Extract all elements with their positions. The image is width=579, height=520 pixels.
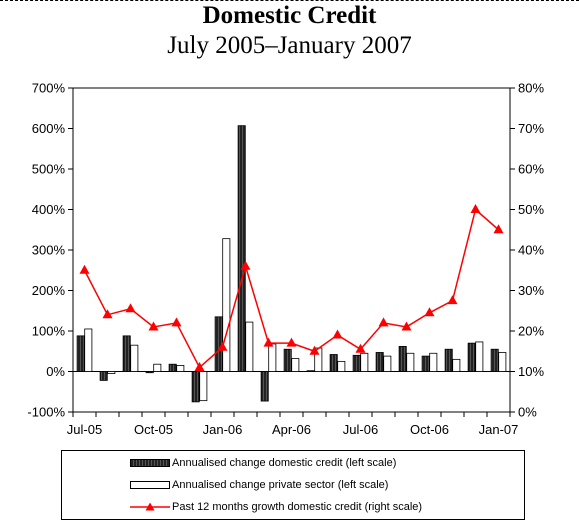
legend-item-growth-line: Past 12 months growth domestic credit (r… xyxy=(130,497,422,517)
bar-private-sector xyxy=(291,358,300,372)
bar-private-sector xyxy=(475,341,484,372)
bar-private-sector xyxy=(268,343,277,372)
bar-private-sector xyxy=(406,352,415,372)
left-axis-tick-label: 400% xyxy=(32,202,66,217)
right-axis-tick-label: 0% xyxy=(518,405,537,420)
bar-domestic-credit xyxy=(122,335,131,372)
line-marker-triangle xyxy=(401,321,412,331)
legend-swatch-red-line xyxy=(130,502,170,511)
bar-domestic-credit xyxy=(76,335,85,372)
top-border xyxy=(0,0,579,1)
line-marker-triangle xyxy=(378,317,389,327)
line-marker-triangle xyxy=(286,337,297,347)
bar-private-sector xyxy=(107,371,116,374)
line-marker-triangle xyxy=(217,341,228,351)
right-axis-tick-label: 40% xyxy=(518,243,544,258)
bar-domestic-credit xyxy=(99,371,108,381)
legend-label-growth-line: Past 12 months growth domestic credit (r… xyxy=(172,501,423,513)
line-marker-triangle xyxy=(355,343,366,353)
line-marker-triangle xyxy=(171,317,182,327)
bar-domestic-credit xyxy=(352,354,361,372)
legend-item-private-sector: Annualised change private sector (left s… xyxy=(130,475,388,495)
right-axis-tick-label: 80% xyxy=(518,81,544,96)
line-marker-triangle xyxy=(263,337,274,347)
legend-label-domestic-credit: Annualised change domestic credit (left … xyxy=(172,457,397,469)
bar-private-sector xyxy=(498,352,507,372)
line-marker-triangle xyxy=(424,307,435,317)
chart-plot: -100% 0% 100% 200% 300% 400% 500% 600% 700% 0% 10%… xyxy=(27,81,544,438)
x-axis-tick-label: Apr-06 xyxy=(272,422,311,437)
bar-private-sector xyxy=(245,321,254,372)
bar-domestic-credit xyxy=(283,348,292,372)
bar-domestic-credit xyxy=(329,354,338,372)
right-axis-tick-label: 30% xyxy=(518,283,544,298)
line-marker-triangle xyxy=(194,361,205,371)
bar-private-sector xyxy=(153,363,162,372)
right-axis-tick-label: 70% xyxy=(518,121,544,136)
bar-domestic-credit xyxy=(168,363,177,372)
bar-private-sector xyxy=(130,344,139,372)
x-axis-tick-label: Jul-05 xyxy=(67,422,102,437)
right-axis-tick-label: 50% xyxy=(518,202,544,217)
bar-private-sector xyxy=(383,355,392,372)
bar-domestic-credit xyxy=(375,352,384,372)
right-axis-tick-label: 10% xyxy=(518,364,544,379)
bar-private-sector xyxy=(84,328,93,372)
line-marker-triangle xyxy=(332,329,343,339)
bar-private-sector xyxy=(429,352,438,372)
legend-swatch-white-bar xyxy=(130,481,170,489)
left-axis-tick-label: 600% xyxy=(32,121,66,136)
x-axis-tick-label: Jan-06 xyxy=(203,422,243,437)
line-marker-triangle xyxy=(240,260,251,270)
bar-private-sector xyxy=(452,358,461,372)
left-axis-tick-label: 0% xyxy=(46,364,65,379)
bar-domestic-credit xyxy=(260,371,269,402)
bar-private-sector xyxy=(176,365,185,372)
x-axis-tick-label: Jan-07 xyxy=(479,422,519,437)
left-axis-tick-label: 200% xyxy=(32,283,66,298)
left-axis-tick-label: -100% xyxy=(27,405,65,420)
bar-domestic-credit xyxy=(467,342,476,372)
chart-subtitle: July 2005–January 2007 xyxy=(167,32,412,59)
right-axis-tick-label: 60% xyxy=(518,162,544,177)
bar-domestic-credit xyxy=(421,355,430,372)
bar-domestic-credit xyxy=(306,370,315,372)
line-marker-triangle xyxy=(79,264,90,274)
left-axis-tick-label: 300% xyxy=(32,243,66,258)
bar-private-sector xyxy=(360,352,369,372)
left-axis-tick-label: 500% xyxy=(32,162,66,177)
line-marker-triangle xyxy=(447,295,458,305)
right-axis-tick-label: 20% xyxy=(518,324,544,339)
chart-title: Domestic Credit xyxy=(202,2,377,29)
bar-private-sector xyxy=(199,371,208,402)
bar-domestic-credit xyxy=(145,371,154,374)
bar-private-sector xyxy=(222,238,231,372)
x-axis-tick-label: Oct-05 xyxy=(134,422,173,437)
line-marker-triangle xyxy=(309,345,320,355)
line-marker-triangle xyxy=(102,309,113,319)
bar-domestic-credit xyxy=(237,125,246,372)
bar-domestic-credit xyxy=(398,345,407,372)
line-marker-triangle xyxy=(125,303,136,313)
x-axis-tick-label: Jul-06 xyxy=(343,422,378,437)
bar-domestic-credit xyxy=(191,371,200,403)
bar-private-sector xyxy=(337,360,346,372)
x-axis-tick-label: Oct-06 xyxy=(410,422,449,437)
line-marker-triangle xyxy=(470,204,481,213)
bar-domestic-credit xyxy=(444,348,453,372)
legend-item-domestic-credit: Annualised change domestic credit (left … xyxy=(130,453,396,473)
line-marker-triangle xyxy=(148,321,159,331)
legend: Annualised change domestic credit (left … xyxy=(61,450,525,520)
legend-label-private-sector: Annualised change private sector (left s… xyxy=(172,479,389,491)
left-axis-tick-label: 100% xyxy=(32,324,66,339)
legend-swatch-dark-bar xyxy=(130,459,170,467)
line-marker-triangle xyxy=(493,224,504,234)
bar-domestic-credit xyxy=(490,348,499,372)
left-axis-tick-label: 700% xyxy=(32,81,66,96)
